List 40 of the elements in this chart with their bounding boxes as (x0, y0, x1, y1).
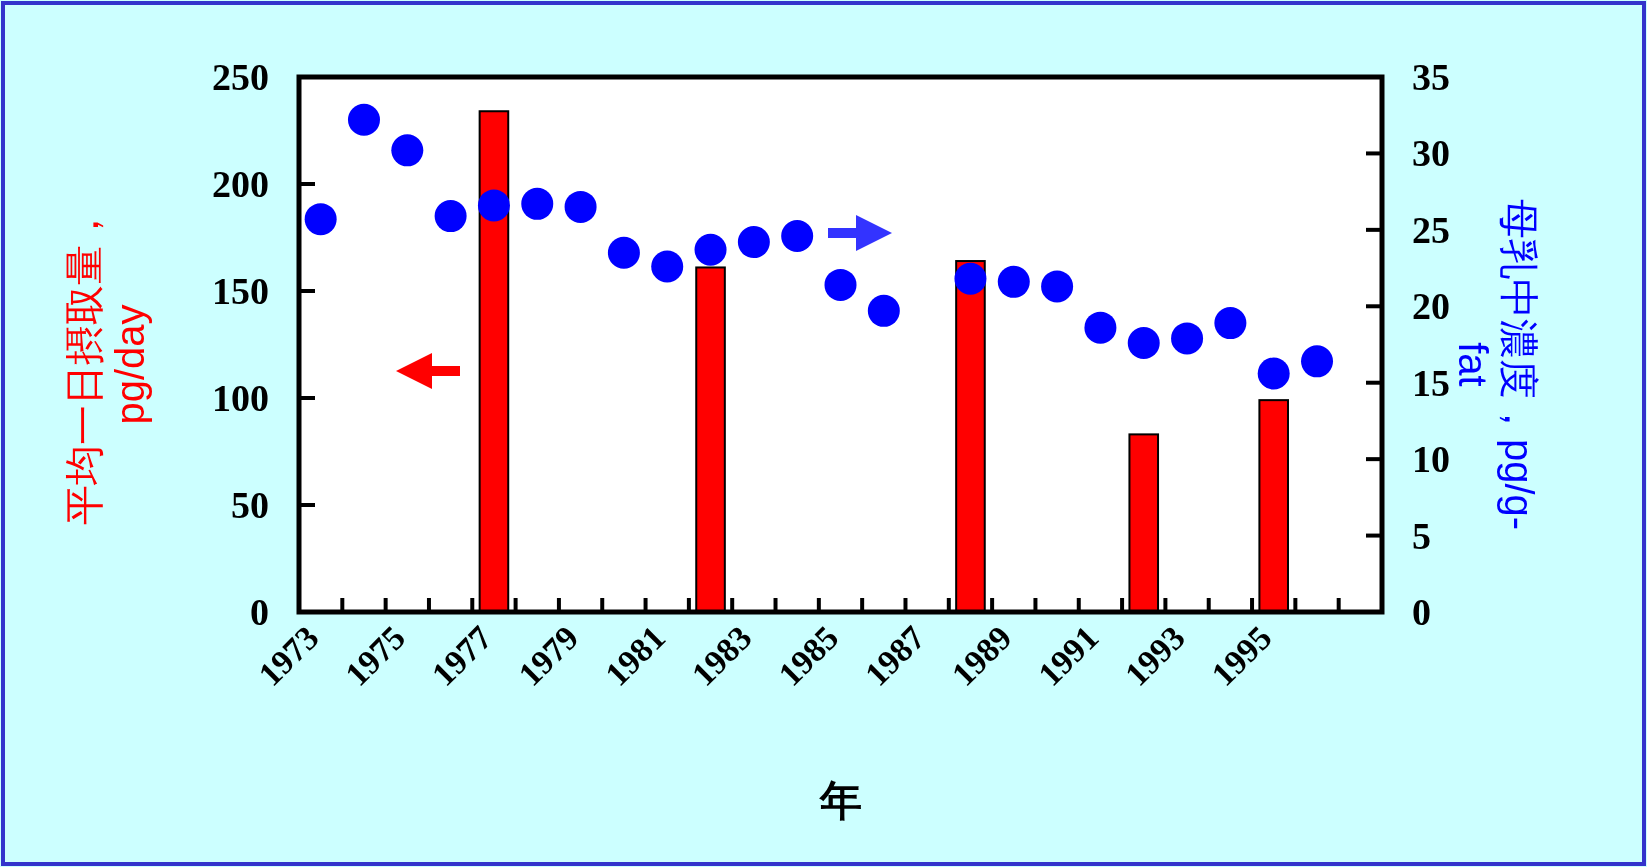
point (737, 226, 770, 259)
y2-tick-label: 25 (1412, 208, 1450, 251)
y-tick-label: 100 (212, 377, 269, 419)
point (1084, 311, 1117, 344)
y2-tick-label: 15 (1412, 361, 1450, 404)
point (1041, 270, 1074, 303)
point (824, 268, 857, 301)
point (1257, 357, 1290, 390)
point (651, 250, 684, 283)
point (521, 187, 554, 220)
y2-tick-label: 0 (1412, 591, 1431, 633)
y-tick-label: 0 (250, 591, 269, 633)
y2-tick-label: 5 (1412, 514, 1431, 557)
point (347, 103, 380, 136)
point (997, 265, 1030, 298)
point (694, 233, 727, 266)
y-tick-label: 50 (231, 484, 269, 526)
y2-tick-label: 20 (1412, 285, 1450, 328)
point (564, 190, 597, 223)
point (1171, 322, 1204, 355)
point (1127, 326, 1160, 359)
y2-tick-label: 35 (1412, 56, 1450, 98)
y2-tick-label: 10 (1412, 438, 1450, 481)
point (954, 262, 987, 295)
y2-axis-title: 母乳中濃度，pg/g- fat (1451, 198, 1541, 531)
y-axis-title: 平均一日摂取量， pg/day (62, 204, 152, 525)
y2-tick-label: 30 (1412, 132, 1450, 175)
x-axis-title: 年 (818, 777, 862, 824)
y-tick-label: 250 (212, 56, 269, 98)
point (781, 219, 814, 252)
y-tick-label: 200 (212, 163, 269, 205)
point (867, 294, 900, 327)
point (607, 236, 640, 269)
point (434, 200, 467, 233)
point (391, 134, 424, 167)
point (1301, 345, 1334, 378)
y-tick-label: 150 (212, 270, 269, 312)
point (1214, 307, 1247, 340)
point (304, 203, 337, 236)
point (477, 189, 510, 222)
